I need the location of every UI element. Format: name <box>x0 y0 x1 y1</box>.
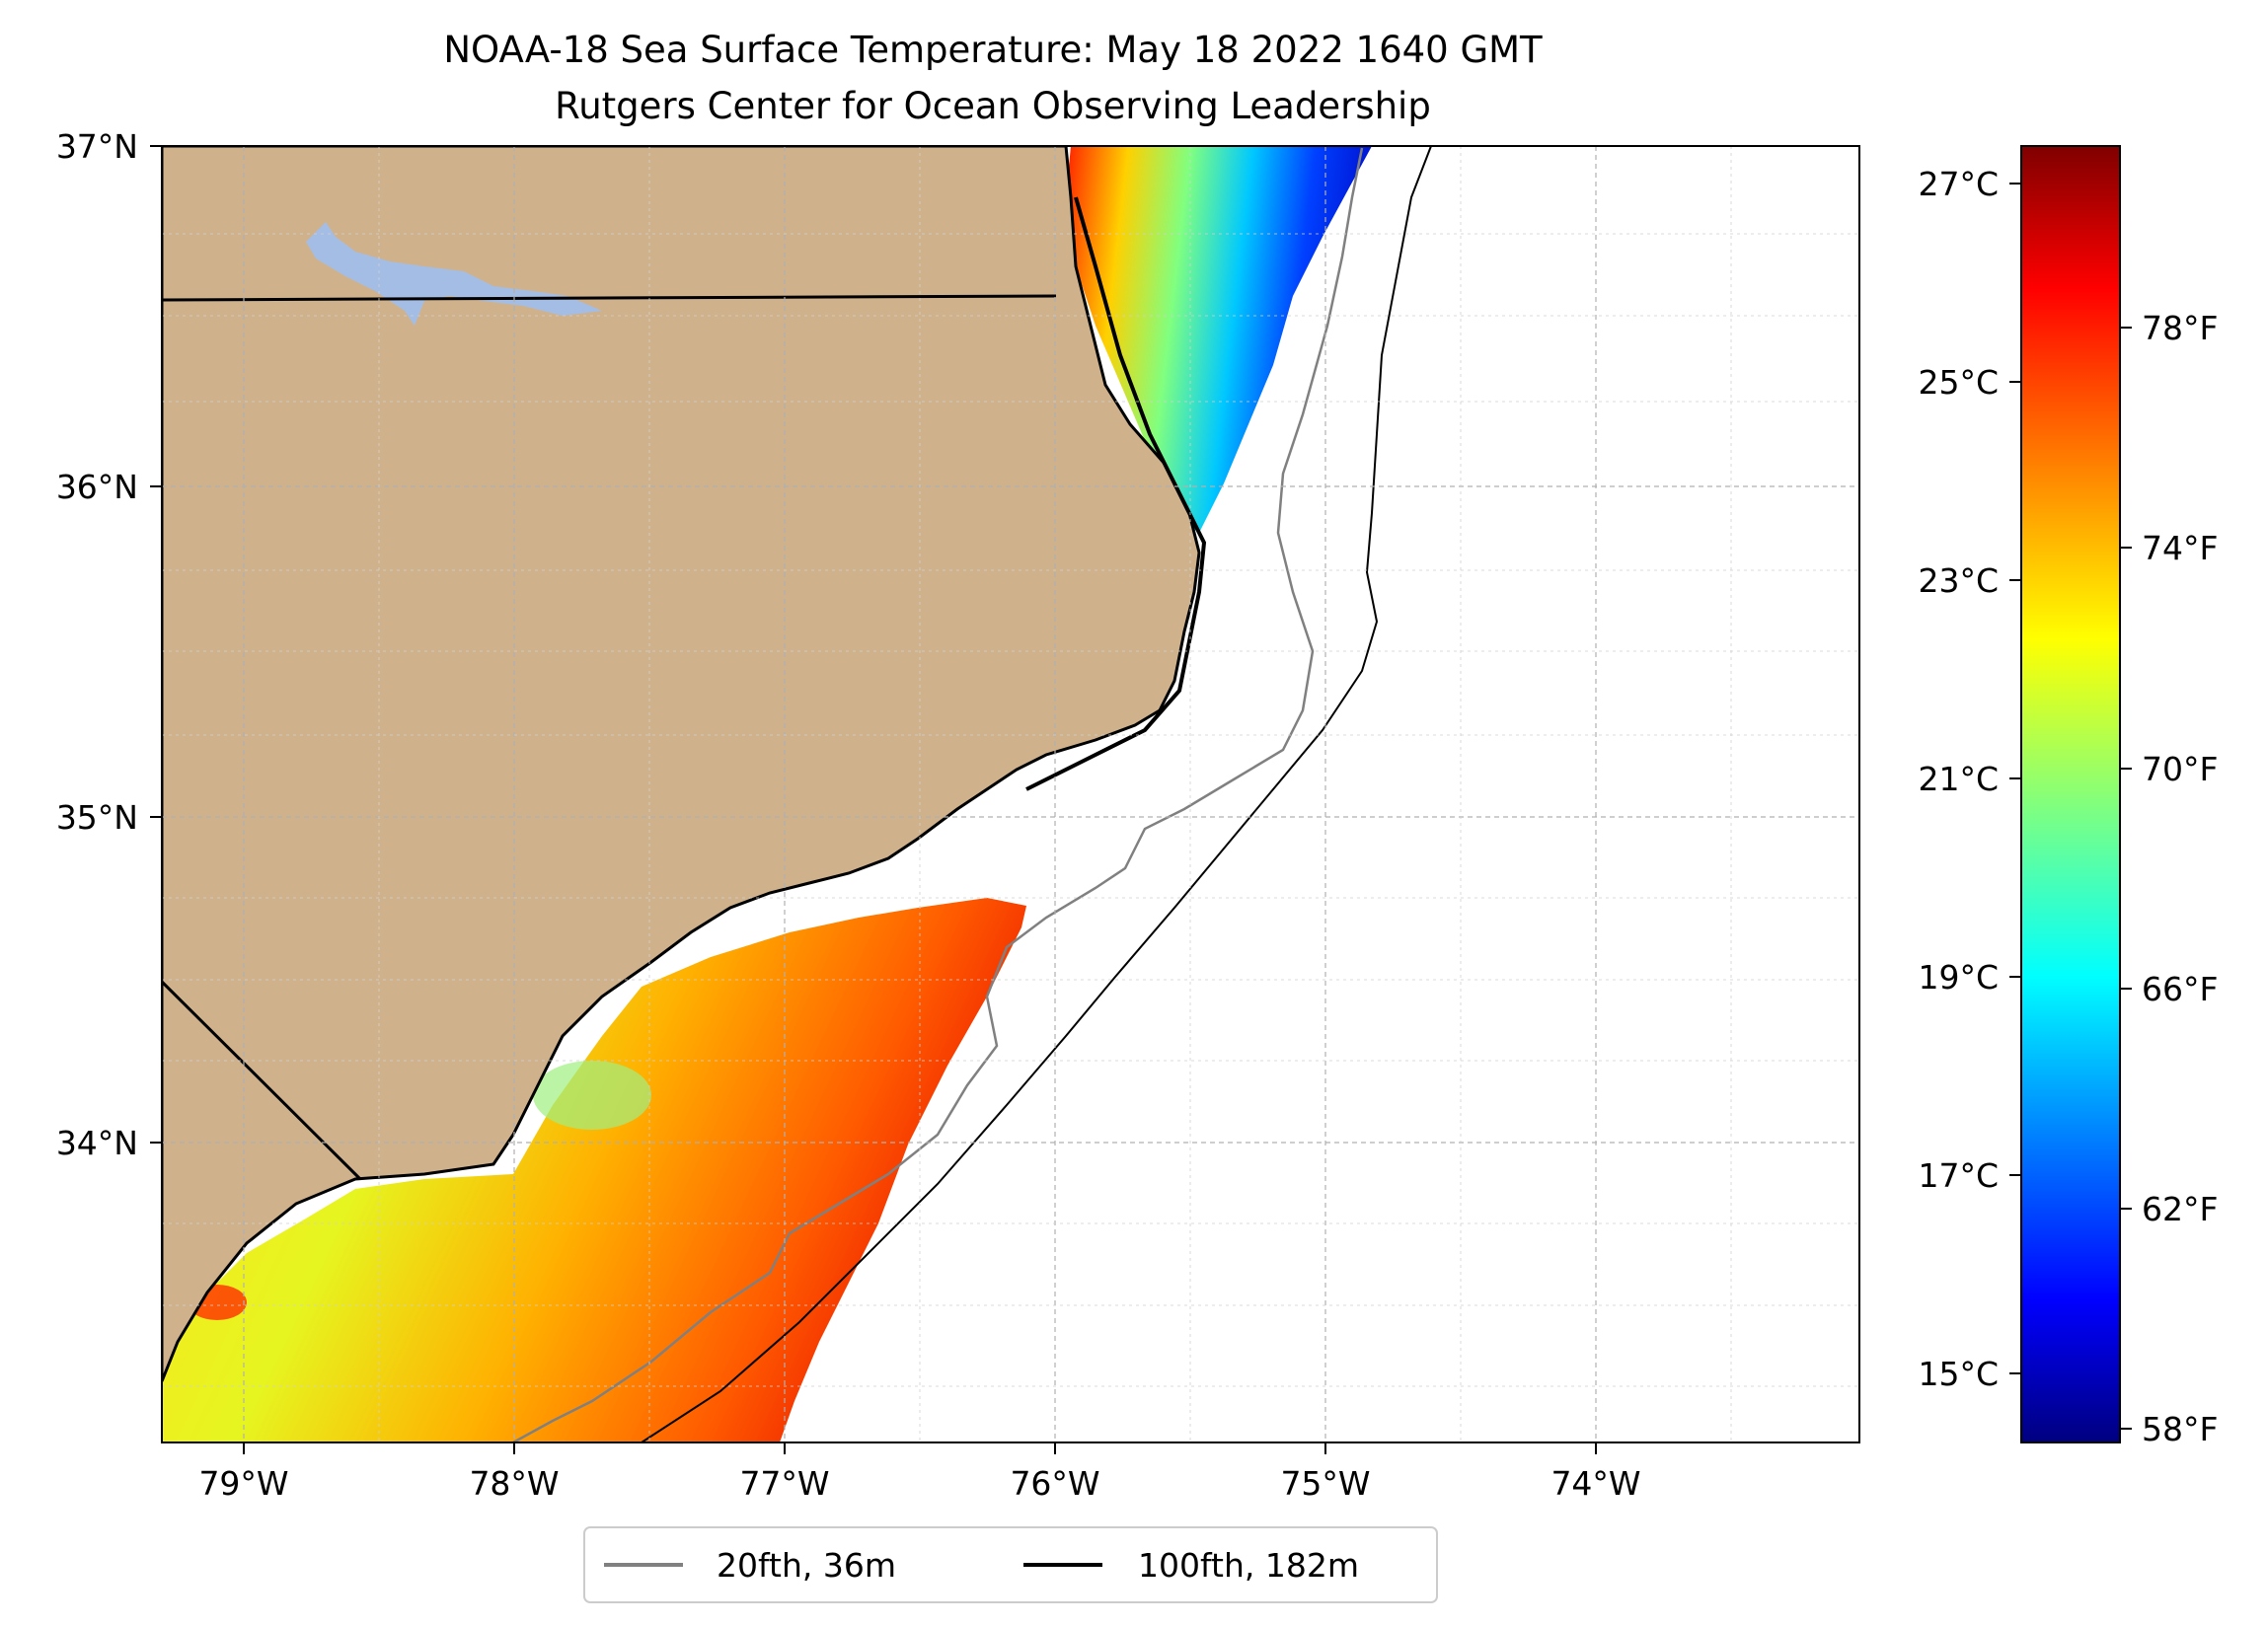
lat-label-37n: 37°N <box>56 127 138 166</box>
colorbar-c-label-23: 23°C <box>1918 561 1999 600</box>
state-border-nc-sc <box>162 980 362 1181</box>
colorbar-f-label-78: 78°F <box>2142 309 2218 347</box>
state-border-va-nc <box>162 294 1057 302</box>
lat-label-35n: 35°N <box>56 798 138 837</box>
legend-label-20fth: 20fth, 36m <box>717 1546 896 1585</box>
map-frame <box>161 145 1860 1443</box>
colorbar-c-label-19: 19°C <box>1918 958 1999 997</box>
colorbar-celsius-labels: 27°C 25°C 23°C 21°C 19°C 17°C 15°C <box>1918 165 1999 1393</box>
map-title-line2: Rutgers Center for Ocean Observing Leade… <box>555 85 1431 127</box>
lat-tick-marks <box>150 145 162 1144</box>
isobath-20fth-line <box>512 147 1364 1442</box>
lat-tick-labels: 37°N 36°N 35°N 34°N <box>56 127 138 1162</box>
colorbar-celsius-ticks <box>2009 183 2021 1374</box>
colorbar-c-label-21: 21°C <box>1918 760 1999 798</box>
colorbar-c-label-17: 17°C <box>1918 1156 1999 1195</box>
lat-label-34n: 34°N <box>56 1124 138 1162</box>
lon-label-76w: 76°W <box>1010 1464 1099 1503</box>
colorbar-gradient <box>2020 145 2121 1443</box>
sst-swath-south <box>162 898 1026 1442</box>
colorbar: 27°C 25°C 23°C 21°C 19°C 17°C 15°C 78°F … <box>1918 145 2218 1448</box>
isobath-100fth-line <box>641 146 1432 1442</box>
colorbar-f-label-62: 62°F <box>2142 1190 2218 1228</box>
sst-swath-north <box>1066 146 1372 533</box>
lon-tick-labels: 79°W 78°W 77°W 76°W 75°W 74°W <box>198 1464 1640 1503</box>
colorbar-f-label-66: 66°F <box>2142 970 2218 1008</box>
land-mass <box>162 146 1201 1382</box>
colorbar-c-label-27: 27°C <box>1918 165 1999 203</box>
lat-label-36n: 36°N <box>56 468 138 506</box>
lon-label-77w: 77°W <box>739 1464 829 1503</box>
map-panel <box>162 146 1859 1442</box>
lon-tick-marks <box>243 1442 1597 1454</box>
colorbar-f-label-70: 70°F <box>2142 750 2218 788</box>
colorbar-f-label-74: 74°F <box>2142 529 2218 567</box>
lon-label-74w: 74°W <box>1550 1464 1640 1503</box>
sst-cool-patch <box>533 1061 651 1130</box>
outer-banks <box>1025 196 1207 791</box>
legend-label-100fth: 100fth, 182m <box>1138 1546 1359 1585</box>
colorbar-fahrenheit-labels: 78°F 74°F 70°F 66°F 62°F 58°F <box>2142 309 2218 1448</box>
colorbar-f-label-58: 58°F <box>2142 1410 2218 1448</box>
colorbar-fahrenheit-ticks <box>2120 327 2132 1430</box>
legend-box <box>583 1526 1438 1603</box>
lon-label-78w: 78°W <box>469 1464 559 1503</box>
colorbar-c-label-25: 25°C <box>1918 363 1999 402</box>
lon-label-75w: 75°W <box>1280 1464 1370 1503</box>
map-gridlines <box>162 145 1859 1442</box>
map-title-line1: NOAA-18 Sea Surface Temperature: May 18 … <box>443 29 1543 71</box>
map-minor-gridlines <box>162 146 1859 1442</box>
isobath-legend: 20fth, 36m 100fth, 182m <box>583 1526 1438 1603</box>
lon-label-79w: 79°W <box>198 1464 288 1503</box>
colorbar-c-label-15: 15°C <box>1918 1355 1999 1393</box>
